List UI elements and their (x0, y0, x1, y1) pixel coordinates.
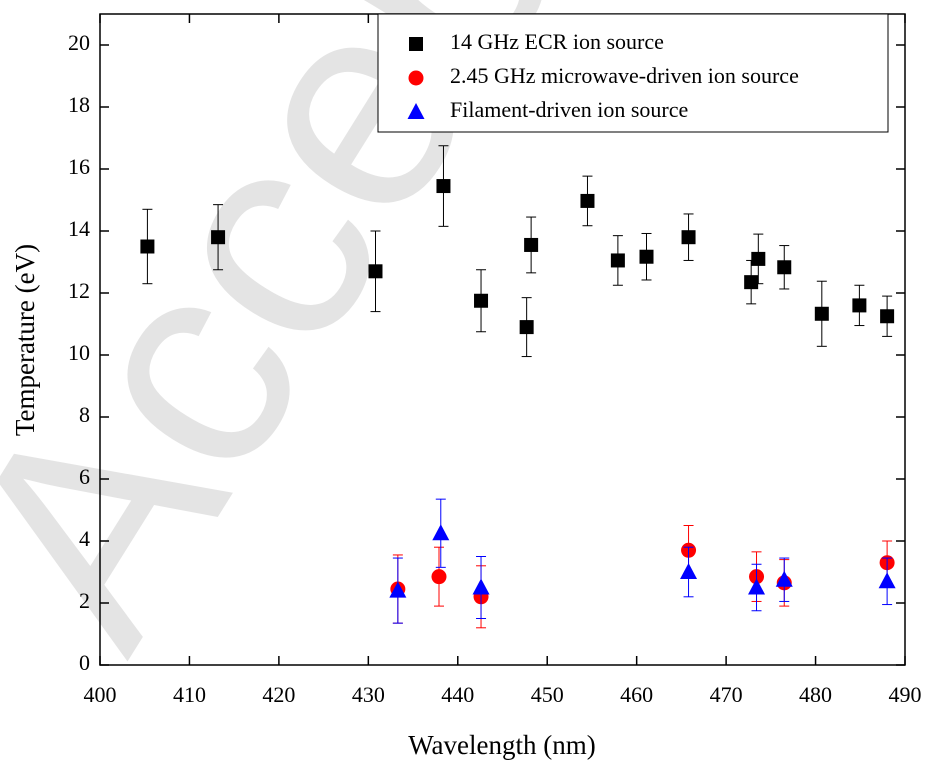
point (681, 230, 696, 245)
y-tick-label: 16 (68, 154, 90, 179)
y-axis-label: Temperature (eV) (10, 244, 40, 436)
point (852, 298, 867, 313)
point (432, 524, 450, 541)
y-tick-label: 4 (79, 526, 90, 551)
point (580, 193, 595, 208)
point (436, 179, 451, 194)
point (610, 253, 625, 268)
y-tick-label: 0 (79, 650, 90, 675)
x-tick-label: 410 (173, 682, 206, 707)
y-tick-label: 2 (79, 588, 90, 613)
point (519, 320, 534, 335)
point (744, 275, 759, 290)
legend-marker (409, 37, 423, 51)
y-tick-label: 12 (68, 278, 90, 303)
y-tick-label: 6 (79, 464, 90, 489)
legend-marker (408, 70, 424, 86)
x-tick-label: 420 (262, 682, 295, 707)
point (211, 230, 226, 245)
x-tick-label: 480 (799, 682, 832, 707)
x-tick-label: 490 (889, 682, 922, 707)
y-tick-label: 20 (68, 30, 90, 55)
point (680, 563, 698, 579)
x-tick-label: 460 (620, 682, 653, 707)
legend-label: 2.45 GHz microwave-driven ion source (450, 63, 799, 88)
y-tick-label: 14 (68, 216, 90, 241)
legend-label: 14 GHz ECR ion source (450, 29, 664, 54)
point (880, 309, 895, 324)
point (524, 237, 539, 252)
x-tick-label: 470 (710, 682, 743, 707)
point (431, 569, 447, 585)
point (777, 260, 792, 275)
legend-box (377, 13, 889, 133)
point (878, 572, 896, 589)
point (474, 293, 489, 308)
legend-marker (407, 103, 425, 119)
legend-label: Filament-driven ion source (450, 97, 688, 122)
point (751, 251, 766, 266)
x-tick-label: 440 (441, 682, 474, 707)
point (472, 578, 490, 595)
x-tick-label: 400 (84, 682, 117, 707)
point (368, 264, 383, 279)
y-tick-label: 8 (79, 402, 90, 427)
x-tick-label: 450 (531, 682, 564, 707)
point (639, 249, 654, 264)
y-tick-label: 18 (68, 92, 90, 117)
point (814, 306, 829, 321)
x-tick-label: 430 (352, 682, 385, 707)
point (389, 581, 407, 598)
y-tick-label: 10 (68, 340, 90, 365)
point (140, 239, 155, 254)
x-axis-label: Wavelength (nm) (408, 730, 596, 760)
point (748, 578, 766, 595)
point (775, 570, 793, 587)
